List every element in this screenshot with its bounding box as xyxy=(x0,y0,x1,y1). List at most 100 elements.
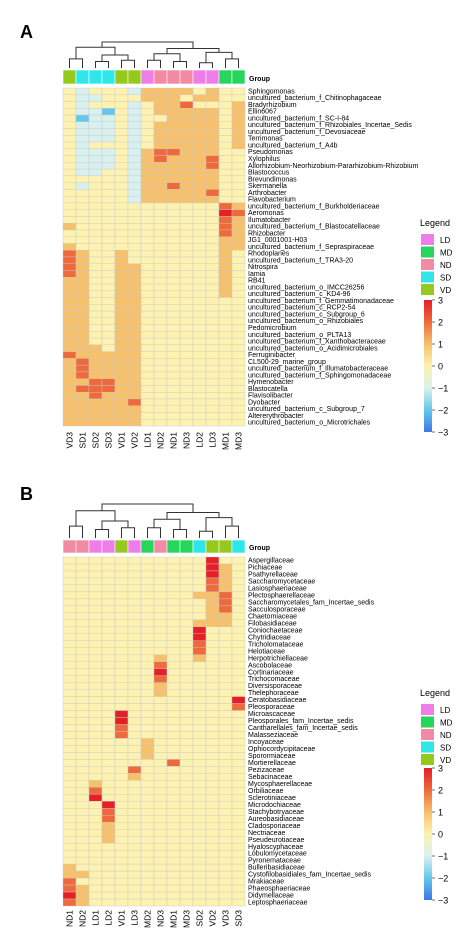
heatmap-cell xyxy=(75,877,90,886)
heatmap-cell xyxy=(114,121,129,129)
heatmap-cell xyxy=(218,710,233,718)
heatmap-cell xyxy=(127,780,142,788)
heatmap-cell xyxy=(179,364,194,373)
heatmap-cell xyxy=(166,385,181,393)
heatmap-cell xyxy=(114,250,129,258)
row-label: uncultured_bacterium_f_Gemmatimonadaceae xyxy=(248,298,394,305)
heatmap-cell xyxy=(114,419,129,427)
heatmap-cell xyxy=(153,378,168,386)
heatmap-cell xyxy=(231,270,246,278)
dendrogram-branch xyxy=(75,46,116,59)
heatmap-cell xyxy=(62,829,77,837)
heatmap-cell xyxy=(218,836,233,844)
heatmap-cell xyxy=(127,689,142,697)
heatmap-cell xyxy=(218,612,233,621)
heatmap-cell xyxy=(101,135,116,143)
heatmap-cell xyxy=(179,256,194,264)
group-cell xyxy=(166,69,181,85)
row-label: Brevundimonas xyxy=(248,176,297,183)
heatmap-cell xyxy=(127,829,142,837)
heatmap-cell xyxy=(127,141,142,150)
heatmap-cell xyxy=(218,633,233,641)
row-label: uncultured_bacterium_f_Xanthobacteraceae xyxy=(248,339,386,346)
heatmap-cell xyxy=(101,815,116,823)
heatmap-cell xyxy=(153,317,168,325)
heatmap-cell xyxy=(114,324,129,332)
heatmap-cell xyxy=(114,898,129,907)
heatmap-cell xyxy=(140,703,155,711)
heatmap-cell xyxy=(114,331,129,339)
heatmap-cell xyxy=(114,842,129,851)
heatmap-cell xyxy=(166,822,181,830)
heatmap-cell xyxy=(75,675,90,683)
heatmap-cell xyxy=(101,195,116,204)
heatmap-cell xyxy=(62,654,77,662)
heatmap-cell xyxy=(218,250,233,258)
heatmap-cell xyxy=(153,283,168,292)
heatmap-cell xyxy=(75,114,90,123)
heatmap-cell xyxy=(192,263,207,271)
heatmap-cell xyxy=(140,331,155,339)
row-label: uncultured_bacterium_f_A4b xyxy=(248,142,338,149)
heatmap-cell xyxy=(205,290,220,298)
heatmap-cell xyxy=(75,108,90,116)
heatmap-cell xyxy=(218,209,233,217)
heatmap-cell xyxy=(218,619,233,628)
heatmap-cell xyxy=(153,856,168,865)
heatmap-cell xyxy=(101,633,116,641)
heatmap-cell xyxy=(101,626,116,634)
heatmap-cell xyxy=(101,101,116,109)
heatmap-cell xyxy=(166,556,181,565)
row-label: Flavobacterium xyxy=(248,197,296,204)
heatmap-cell xyxy=(231,801,246,809)
heatmap-cell xyxy=(88,570,103,579)
heatmap-cell xyxy=(75,141,90,150)
heatmap-cell xyxy=(231,787,246,795)
heatmap-cell xyxy=(75,710,90,718)
heatmap-cell xyxy=(140,304,155,312)
heatmap-cell xyxy=(88,773,103,781)
heatmap-cell xyxy=(205,229,220,237)
heatmap-cell xyxy=(62,317,77,325)
heatmap-cell xyxy=(88,263,103,271)
heatmap-cell xyxy=(127,640,142,648)
group-cell xyxy=(192,69,207,85)
heatmap-cell xyxy=(75,640,90,648)
heatmap-cell xyxy=(127,661,142,669)
heatmap-cell xyxy=(153,222,168,231)
heatmap-cell xyxy=(179,304,194,312)
heatmap-cell xyxy=(101,856,116,865)
heatmap-cell xyxy=(218,780,233,788)
heatmap-cell xyxy=(231,556,246,565)
heatmap-cell xyxy=(101,229,116,237)
heatmap-cell xyxy=(88,849,103,858)
heatmap-cell xyxy=(205,317,220,325)
heatmap-cell xyxy=(153,94,168,102)
heatmap-cell xyxy=(75,808,90,816)
heatmap-cell xyxy=(127,297,142,305)
heatmap-cell xyxy=(62,337,77,346)
heatmap-cell xyxy=(166,787,181,795)
row-label: uncultured_bacterium_f_Devosiaceae xyxy=(248,129,366,136)
group-cell xyxy=(140,539,155,554)
heatmap-cell xyxy=(179,773,194,781)
heatmap-cell xyxy=(179,216,194,224)
heatmap-cell xyxy=(127,556,142,565)
heatmap-cell xyxy=(75,647,90,655)
dendrogram-branch xyxy=(95,529,109,538)
heatmap-cell xyxy=(75,256,90,264)
heatmap-cell xyxy=(75,766,90,774)
heatmap-cell xyxy=(75,563,90,572)
heatmap-cell xyxy=(218,856,233,865)
heatmap-cell xyxy=(192,842,207,851)
panel-label: A xyxy=(20,22,33,42)
heatmap-cell xyxy=(166,398,181,406)
row-label: Bradyrhizobium xyxy=(248,102,297,109)
dendrogram-branch xyxy=(205,51,233,63)
heatmap-cell xyxy=(153,584,168,593)
row-label: Blastococcus xyxy=(248,170,290,177)
heatmap-cell xyxy=(127,808,142,816)
heatmap-cell xyxy=(205,773,220,781)
heatmap-cell xyxy=(114,563,129,572)
heatmap-cell xyxy=(205,898,220,907)
